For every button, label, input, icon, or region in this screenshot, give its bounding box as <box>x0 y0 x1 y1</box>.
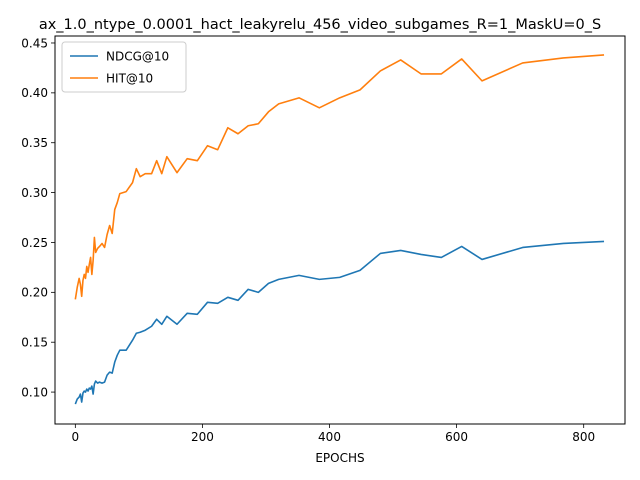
y-tick-label: 0.15 <box>21 336 48 350</box>
legend-label-ndcg: NDCG@10 <box>106 50 169 64</box>
plot-frame <box>54 35 626 425</box>
y-tick-label: 0.45 <box>21 36 48 50</box>
x-tick-label: 600 <box>445 430 468 444</box>
y-tick-label: 0.20 <box>21 286 48 300</box>
legend-box <box>61 41 187 93</box>
x-tick-label: 200 <box>191 430 214 444</box>
legend: NDCG@10 HIT@10 <box>61 41 187 93</box>
y-tick-label: 0.10 <box>21 385 48 399</box>
x-tick-label: 400 <box>318 430 341 444</box>
x-axis-label: EPOCHS <box>315 451 364 465</box>
series-layer <box>74 54 605 405</box>
x-tick-label: 0 <box>72 430 80 444</box>
y-tick-label: 0.40 <box>21 86 48 100</box>
series-line-ndcg-10 <box>74 240 605 405</box>
series-line-hit-10 <box>74 54 605 300</box>
x-axis: 0 200 400 600 800 <box>72 424 595 444</box>
legend-label-hit: HIT@10 <box>106 72 153 86</box>
chart-title: ax_1.0_ntype_0.0001_hact_leakyrelu_456_v… <box>39 17 601 33</box>
x-tick-label: 800 <box>572 430 595 444</box>
y-tick-label: 0.25 <box>21 236 48 250</box>
y-tick-label: 0.35 <box>21 136 48 150</box>
y-axis: 0.10 0.15 0.20 0.25 0.30 0.35 0.40 0.45 <box>21 36 55 399</box>
y-tick-label: 0.30 <box>21 186 48 200</box>
